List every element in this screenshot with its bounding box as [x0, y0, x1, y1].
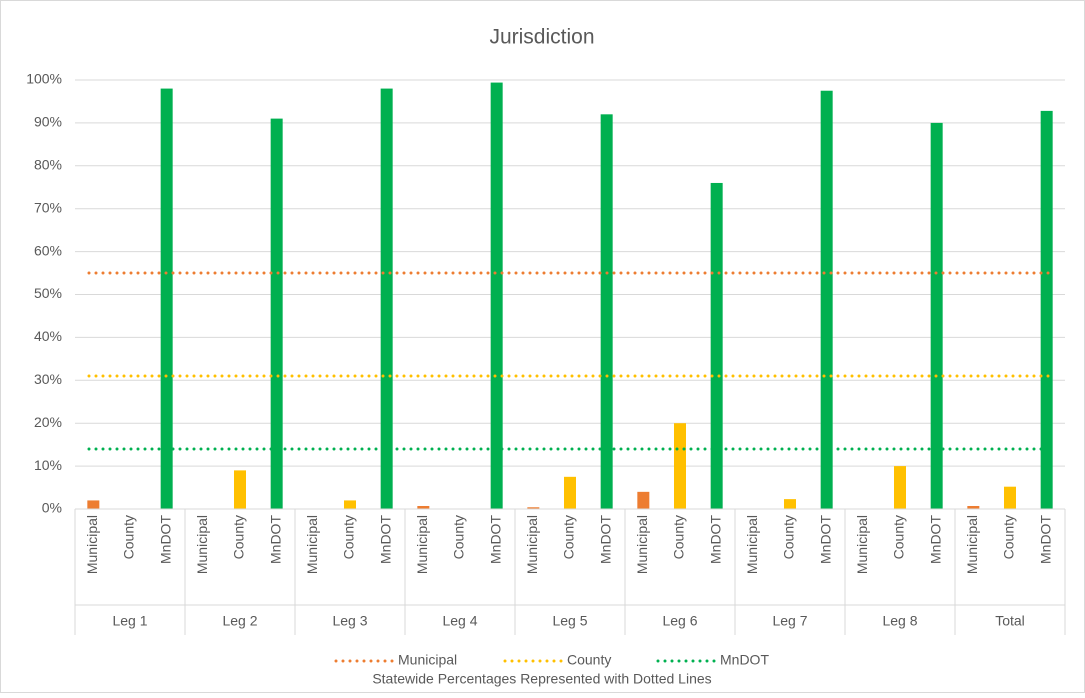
- bar: [820, 90, 833, 509]
- x-tick-label: MnDOT: [267, 515, 283, 564]
- x-tick-label: MnDOT: [707, 515, 723, 564]
- group-label: Leg 2: [222, 613, 257, 629]
- bar: [87, 500, 100, 509]
- legend-label: MnDOT: [720, 652, 769, 668]
- bar: [784, 499, 796, 509]
- x-tick-label: County: [451, 515, 467, 559]
- group-label: Leg 5: [552, 613, 587, 629]
- x-tick-label: Municipal: [414, 515, 430, 574]
- x-tick-label: County: [671, 515, 687, 559]
- y-tick-label: 0%: [42, 500, 62, 516]
- group-label: Total: [995, 613, 1025, 629]
- bar: [160, 88, 173, 509]
- bar: [637, 491, 650, 509]
- x-tick-label: Municipal: [964, 515, 980, 574]
- bar: [380, 88, 393, 509]
- y-tick-label: 30%: [34, 371, 62, 387]
- x-tick-label: Municipal: [744, 515, 760, 574]
- bar: [564, 476, 576, 509]
- bar: [344, 500, 356, 509]
- bar: [234, 470, 246, 509]
- y-tick-label: 20%: [34, 414, 62, 430]
- x-tick-label: Municipal: [84, 515, 100, 574]
- bar: [600, 114, 613, 509]
- bar: [490, 82, 503, 509]
- bar: [270, 118, 283, 510]
- bar: [1004, 486, 1016, 509]
- y-tick-label: 90%: [34, 114, 62, 130]
- x-tick-label: County: [1001, 515, 1017, 559]
- x-tick-label: County: [341, 515, 357, 559]
- legend-note: Statewide Percentages Represented with D…: [372, 671, 711, 687]
- group-label: Leg 3: [332, 613, 367, 629]
- y-tick-label: 40%: [34, 328, 62, 344]
- x-tick-label: Municipal: [634, 515, 650, 574]
- x-tick-label: MnDOT: [1037, 515, 1053, 564]
- y-tick-label: 80%: [34, 157, 62, 173]
- bar: [674, 423, 686, 509]
- x-tick-label: County: [121, 515, 137, 559]
- x-tick-label: MnDOT: [817, 515, 833, 564]
- x-tick-label: MnDOT: [377, 515, 393, 564]
- bar: [930, 122, 943, 510]
- legend-label: County: [567, 652, 611, 668]
- y-tick-label: 10%: [34, 457, 62, 473]
- y-tick-label: 60%: [34, 242, 62, 258]
- group-label: Leg 4: [442, 613, 477, 629]
- x-tick-label: County: [781, 515, 797, 559]
- x-tick-label: Municipal: [524, 515, 540, 574]
- x-tick-label: Municipal: [854, 515, 870, 574]
- group-label: Leg 6: [662, 613, 697, 629]
- group-label: Leg 8: [882, 613, 917, 629]
- x-tick-label: MnDOT: [487, 515, 503, 564]
- y-tick-label: 70%: [34, 199, 62, 215]
- bar: [417, 505, 430, 509]
- bar: [1040, 110, 1053, 509]
- y-tick-label: 100%: [26, 71, 62, 87]
- x-tick-label: MnDOT: [157, 515, 173, 564]
- x-tick-label: Municipal: [304, 515, 320, 574]
- group-label: Leg 1: [112, 613, 147, 629]
- bar: [710, 182, 723, 509]
- bar: [527, 507, 540, 509]
- x-tick-label: MnDOT: [927, 515, 943, 564]
- bar: [894, 466, 906, 509]
- chart-title: Jurisdiction: [489, 26, 594, 49]
- y-tick-label: 50%: [34, 285, 62, 301]
- group-label: Leg 7: [772, 613, 807, 629]
- x-tick-label: County: [231, 515, 247, 559]
- x-tick-label: County: [891, 515, 907, 559]
- bar: [967, 505, 980, 509]
- x-tick-label: MnDOT: [597, 515, 613, 564]
- legend-label: Municipal: [398, 652, 457, 668]
- x-tick-label: Municipal: [194, 515, 210, 574]
- x-tick-label: County: [561, 515, 577, 559]
